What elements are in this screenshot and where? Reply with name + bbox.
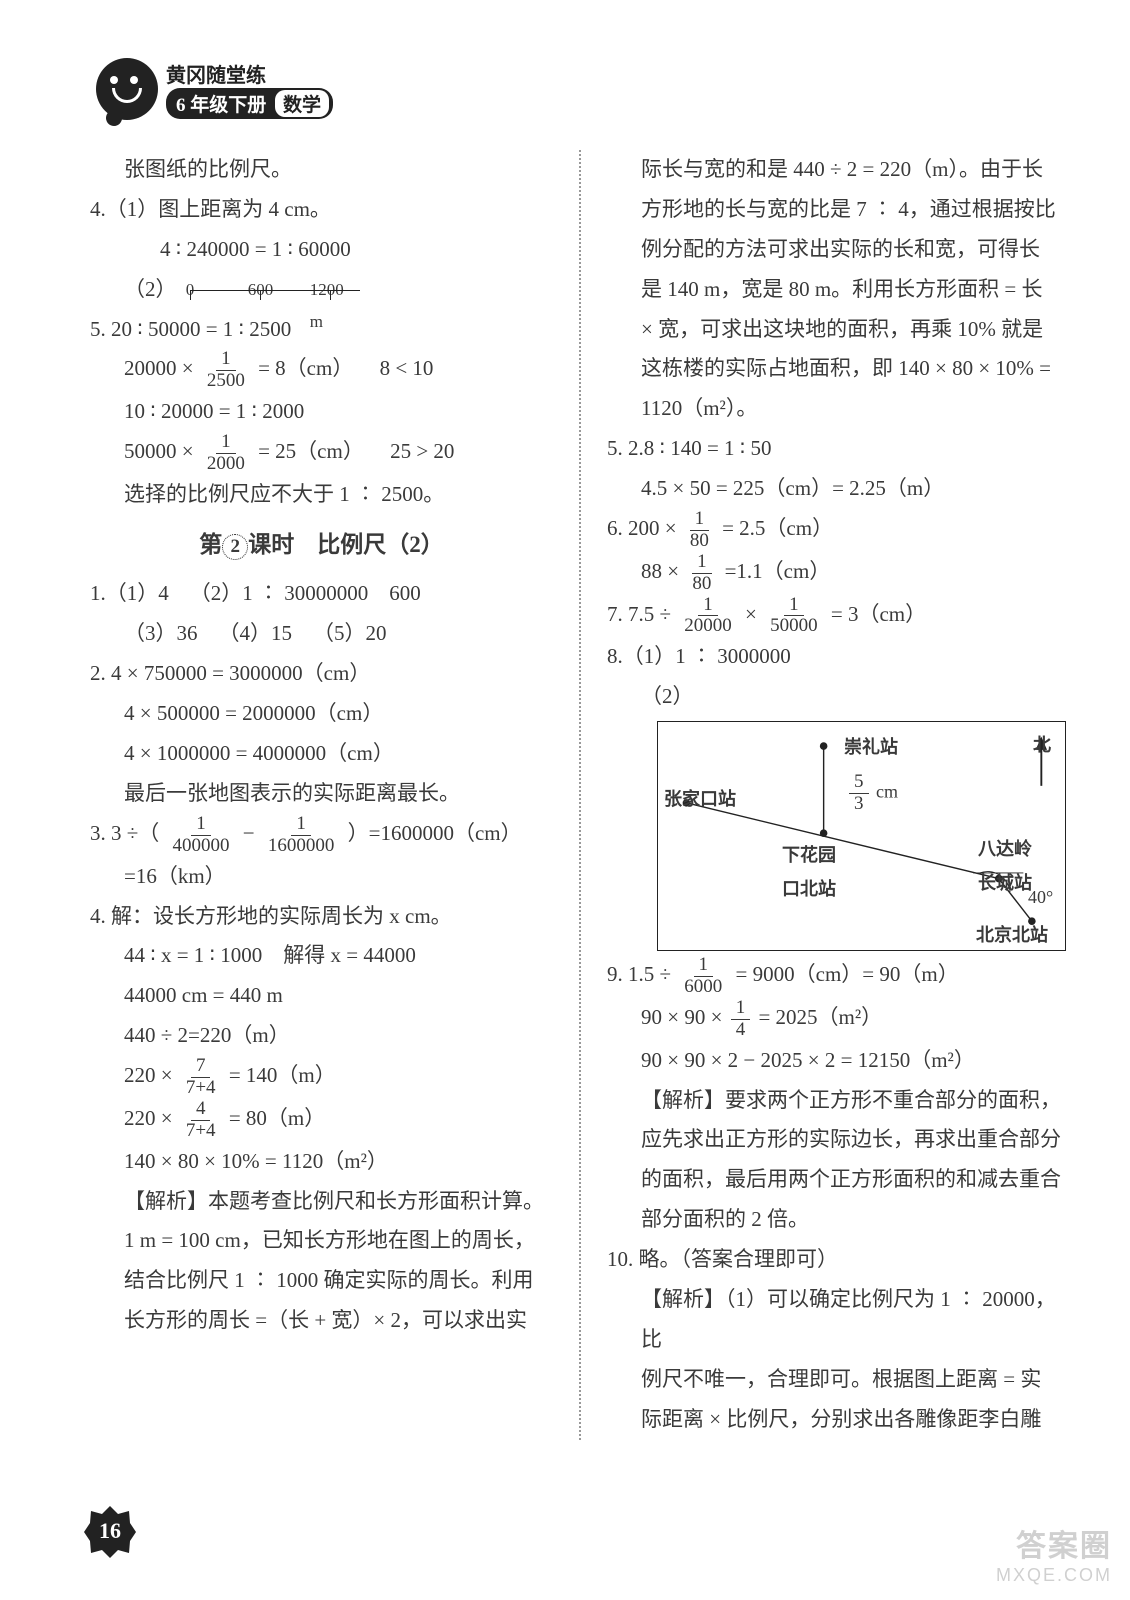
text-line: 440 ÷ 2=220（m） — [90, 1016, 553, 1056]
text-line: 4 × 1000000 = 4000000（cm） — [90, 734, 553, 774]
text-line: 4.5 × 50 = 225（cm）= 2.25（m） — [607, 469, 1070, 509]
text-line: 8.（1）1 ∶ 3000000 — [607, 637, 1070, 677]
scale-row: （2） 0 600 1200 m — [90, 270, 553, 310]
text-line: 4 × 500000 = 2000000（cm） — [90, 694, 553, 734]
text-line: 张图纸的比例尺。 — [90, 150, 553, 190]
content-columns: 张图纸的比例尺。 4.（1）图上距离为 4 cm。 4 ∶ 240000 = 1… — [90, 150, 1070, 1440]
math-line: 90 × 90 × 14 = 2025（m²） — [607, 998, 1070, 1041]
text-line: （3）36 （4）15 （5）20 — [90, 614, 553, 654]
math-line: 7. 7.5 ÷ 120000 × 150000 = 3（cm） — [607, 595, 1070, 638]
left-column: 张图纸的比例尺。 4.（1）图上距离为 4 cm。 4 ∶ 240000 = 1… — [90, 150, 553, 1440]
text-line: 4. 解：设长方形地的实际周长为 x cm。 — [90, 897, 553, 937]
math-line: 50000 × 12000 = 25（cm） 25 > 20 — [90, 432, 553, 475]
text-line: 应先求出正方形的实际边长，再求出重合部分 — [607, 1120, 1070, 1160]
math-line: 220 × 77+4 = 140（m） — [90, 1056, 553, 1099]
text-line: 的面积，最后用两个正方形面积的和减去重合 — [607, 1160, 1070, 1200]
text-line: 方形地的长与宽的比是 7 ∶ 4，通过根据按比 — [607, 190, 1070, 230]
section-title: 第2课时 比例尺（2） — [90, 523, 553, 567]
math-line: 220 × 47+4 = 80（m） — [90, 1099, 553, 1142]
text-line: 这栋楼的实际占地面积，即 140 × 80 × 10% = — [607, 349, 1070, 389]
text-line: 是 140 m，宽是 80 m。利用长方形面积 = 长 — [607, 270, 1070, 310]
text-line: （2） — [607, 677, 1070, 717]
text-line: 5. 2.8 ∶ 140 = 1 ∶ 50 — [607, 429, 1070, 469]
text-line: 长方形的周长 =（长 + 宽）× 2，可以求出实 — [90, 1301, 553, 1341]
math-line: 3. 3 ÷（ 1400000 − 11600000 ）=1600000（cm） — [90, 814, 553, 857]
map-diagram: 张家口站 崇礼站 53 cm 下花园 口北站 八达岭 长城站 40° 北京北站 … — [657, 721, 1066, 951]
text-line: 1.（1）4 （2）1 ∶ 30000000 600 — [90, 574, 553, 614]
logo-icon — [96, 58, 158, 120]
text-line: 1 m = 100 cm，已知长方形地在图上的周长， — [90, 1221, 553, 1261]
text-line: 4.（1）图上距离为 4 cm。 — [90, 190, 553, 230]
page-header: 黄冈随堂练 6 年级下册 数学 — [96, 58, 333, 120]
text-line: 最后一张地图表示的实际距离最长。 — [90, 774, 553, 814]
text-line: 【解析】（1）可以确定比例尺为 1 ∶ 20000，比 — [607, 1280, 1070, 1360]
watermark: 答案圈 MXQE.COM — [996, 1521, 1112, 1586]
text-line: 90 × 90 × 2 − 2025 × 2 = 12150（m²） — [607, 1041, 1070, 1081]
math-line: 6. 200 × 180 = 2.5（cm） — [607, 509, 1070, 552]
grade-badge: 6 年级下册 数学 — [166, 88, 333, 119]
text-line: 结合比例尺 1 ∶ 1000 确定实际的周长。利用 — [90, 1261, 553, 1301]
text-line: 44 ∶ x = 1 ∶ 1000 解得 x = 44000 — [90, 936, 553, 976]
header-text: 黄冈随堂练 6 年级下册 数学 — [166, 59, 333, 119]
math-line: 9. 1.5 ÷ 16000 = 9000（cm）= 90（m） — [607, 955, 1070, 998]
text-line: 2. 4 × 750000 = 3000000（cm） — [90, 654, 553, 694]
text-line: 选择的比例尺应不大于 1 ∶ 2500。 — [90, 475, 553, 515]
series-title: 黄冈随堂练 — [166, 59, 333, 88]
text-line: 例分配的方法可求出实际的长和宽，可得长 — [607, 230, 1070, 270]
scale-bar-icon: 0 600 1200 m — [190, 278, 360, 304]
text-line: 10. 略。（答案合理即可） — [607, 1240, 1070, 1280]
text-line: × 宽，可求出这块地的面积，再乘 10% 就是 — [607, 310, 1070, 350]
text-line: =16（km） — [90, 857, 553, 897]
text-line: 44000 cm = 440 m — [90, 976, 553, 1016]
text-line: 际距离 × 比例尺，分别求出各雕像距李白雕 — [607, 1400, 1070, 1440]
text-line: 140 × 80 × 10% = 1120（m²） — [90, 1142, 553, 1182]
right-column: 际长与宽的和是 440 ÷ 2 = 220（m）。由于长 方形地的长与宽的比是 … — [607, 150, 1070, 1440]
math-line: 20000 × 12500 = 8（cm） 8 < 10 — [90, 349, 553, 392]
text-line: 【解析】本题考查比例尺和长方形面积计算。 — [90, 1182, 553, 1222]
text-line: 4 ∶ 240000 = 1 ∶ 60000 — [90, 230, 553, 270]
text-line: 10 ∶ 20000 = 1 ∶ 2000 — [90, 392, 553, 432]
column-divider — [579, 150, 581, 1440]
page-number-badge: 16 — [82, 1504, 138, 1560]
text-line: 际长与宽的和是 440 ÷ 2 = 220（m）。由于长 — [607, 150, 1070, 190]
text-line: 1120（m²）。 — [607, 389, 1070, 429]
text-line: 部分面积的 2 倍。 — [607, 1200, 1070, 1240]
text-line: 【解析】要求两个正方形不重合部分的面积， — [607, 1081, 1070, 1121]
text-line: 例尺不唯一，合理即可。根据图上距离 = 实 — [607, 1360, 1070, 1400]
math-line: 88 × 180 =1.1（cm） — [607, 552, 1070, 595]
